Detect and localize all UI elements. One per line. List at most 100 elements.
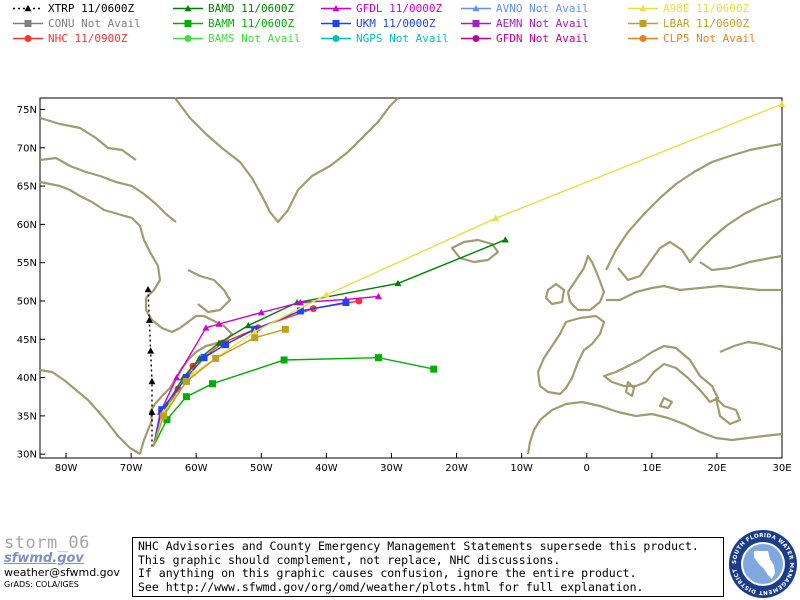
x-tick-label: 10E [642, 463, 661, 474]
track-point-a98e [492, 214, 500, 222]
y-tick-label: 35N [17, 411, 37, 422]
x-tick-label: 20W [445, 463, 468, 474]
sfwmd-seal-icon: SOUTH FLORIDA WATER MANAGEMENT DISTRICT [729, 530, 797, 598]
x-tick-label: 80W [55, 463, 78, 474]
track-xtrp [144, 285, 156, 447]
track-lbar [152, 325, 289, 447]
y-tick-label: 55N [17, 258, 37, 269]
track-point-xtrp [145, 316, 153, 323]
legend-item-aemn: AEMN Not Avail [458, 17, 608, 31]
track-point-xtrp [144, 285, 152, 293]
track-point-bamm [280, 356, 288, 364]
x-tick-label: 50W [250, 463, 273, 474]
legend-item-lbar: LBAR 11/0600Z [625, 17, 775, 31]
track-point-lbar [251, 334, 259, 342]
x-tick-label: 20E [707, 463, 726, 474]
y-tick-label: 65N [17, 182, 37, 193]
x-tick-label: 70W [120, 463, 143, 474]
track-point-xtrp [147, 347, 155, 354]
legend-label-bamd: BAMD 11/0600Z [208, 2, 295, 15]
legend-label-conu: CONU Not Avail [48, 17, 141, 30]
track-point-bamm [374, 354, 382, 362]
legend-item-ngps: NGPS Not Avail [318, 32, 468, 46]
track-point-gfdl [215, 320, 223, 327]
track-point-gfdl [202, 324, 210, 331]
track-point-gfdl [173, 374, 181, 381]
legend-label-gfdn: GFDN Not Avail [496, 32, 589, 45]
track-point-bamm [163, 416, 171, 424]
track-point-nhc [355, 297, 363, 305]
legend-item-clp5: CLP5 Not Avail [625, 32, 775, 46]
y-tick-label: 60N [17, 220, 37, 231]
track-point-bamd [394, 279, 402, 287]
track-point-ukm [200, 354, 208, 362]
x-tick-label: 40W [315, 463, 338, 474]
y-tick-label: 75N [17, 105, 37, 116]
legend-label-aemn: AEMN Not Avail [496, 17, 589, 30]
legend-label-ngps: NGPS Not Avail [356, 32, 449, 45]
x-tick-label: 10W [510, 463, 533, 474]
track-bamm [152, 354, 438, 447]
legend-label-gfdl: GFDL 11/0000Z [356, 2, 443, 15]
track-point-xtrp [148, 377, 156, 385]
track-line-xtrp [147, 289, 153, 447]
legend-swatch-bamd [173, 5, 203, 12]
track-point-a98e [322, 291, 330, 298]
legend-swatch-lbar [628, 20, 658, 27]
legend-item-bamm: BAMM 11/0600Z [170, 17, 320, 31]
legend-item-ukm: UKM 11/0000Z [318, 17, 468, 31]
y-tick-label: 70N [17, 143, 37, 154]
legend-swatch-aemn [461, 20, 491, 27]
site-logo-text: sfwmd.gov [4, 551, 84, 566]
legend-label-bams: BAMS Not Avail [208, 32, 301, 45]
track-point-bamd [501, 236, 509, 243]
legend-label-bamm: BAMM 11/0600Z [208, 17, 295, 30]
track-point-bamd [215, 339, 223, 346]
legend-swatch-nhc [13, 35, 43, 42]
track-point-ukm [296, 307, 304, 315]
legend-swatch-conu [13, 20, 43, 27]
x-tick-label: 0 [584, 463, 590, 474]
legend-swatch-bamm [173, 20, 203, 27]
legend-item-a98e: A98E 11/0600Z [625, 2, 775, 16]
track-point-gfdl [374, 292, 382, 300]
legend-swatch-xtrp [13, 5, 43, 12]
track-point-ukm [342, 299, 350, 307]
contact-email: weather@sfwmd.gov [4, 566, 120, 579]
legend-item-nhc: NHC 11/0900Z [10, 32, 160, 46]
track-point-ukm [158, 406, 166, 414]
x-tick-label: 30E [772, 463, 791, 474]
legend-item-gfdn: GFDN Not Avail [458, 32, 608, 46]
legend-item-gfdl: GFDL 11/0000Z [318, 2, 468, 16]
track-point-a98e [251, 328, 259, 335]
legend-item-conu: CONU Not Avail [10, 17, 160, 31]
disclaimer-line-4: See http://www.sfwmd.gov/org/omd/weather… [138, 579, 644, 594]
disclaimer-line-2: This graphic should complement, not repl… [138, 552, 561, 567]
track-point-ukm [182, 374, 190, 382]
x-tick-label: 60W [185, 463, 208, 474]
legend-swatch-ngps [321, 35, 351, 42]
legend-item-bamd: BAMD 11/0600Z [170, 2, 320, 16]
track-point-a98e [778, 100, 786, 107]
legend-swatch-bams [173, 35, 203, 42]
track-point-bamd [244, 321, 252, 329]
legend-item-xtrp: XTRP 11/0600Z [10, 2, 160, 16]
legend-item-bams: BAMS Not Avail [170, 32, 320, 46]
track-point-bamm [182, 393, 190, 401]
legend-label-ukm: UKM 11/0000Z [356, 17, 436, 30]
disclaimer-box: NHC Advisories and County Emergency Mana… [132, 537, 724, 597]
legend-label-nhc: NHC 11/0900Z [48, 32, 128, 45]
track-point-gfdl [296, 299, 304, 306]
model-legend: XTRP 11/0600Z CONU Not Avail NHC 11/0900Z B… [0, 0, 800, 48]
software-credit: GrADS: COLA/IGES [4, 580, 79, 589]
legend-label-lbar: LBAR 11/0600Z [663, 17, 750, 30]
forecast-tracks [144, 100, 786, 447]
storm-name: storm_06 [4, 533, 90, 553]
disclaimer-line-3: If anything on this graphic causes confu… [138, 566, 637, 580]
track-line-ukm [152, 301, 347, 447]
y-tick-label: 40N [17, 373, 37, 384]
legend-label-xtrp: XTRP 11/0600Z [48, 2, 135, 15]
legend-item-avno: AVNO Not Avail [458, 2, 608, 16]
legend-swatch-gfdl [321, 5, 351, 12]
